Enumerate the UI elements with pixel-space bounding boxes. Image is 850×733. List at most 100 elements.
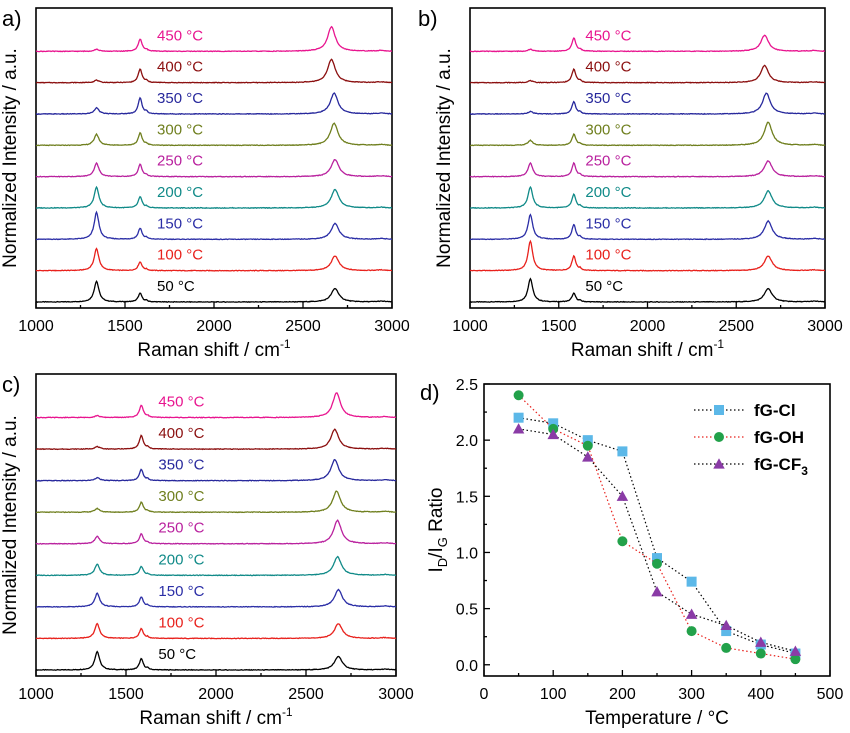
- spectrum-line: [35, 555, 396, 577]
- temperature-label: 150 °C: [157, 215, 203, 232]
- x-tick-label: 1000: [18, 686, 54, 703]
- temperature-label: 450 °C: [585, 27, 631, 44]
- data-point-triangle: [789, 645, 802, 656]
- data-point-square: [714, 405, 724, 415]
- x-tick-label: 2000: [196, 318, 232, 335]
- data-point-circle: [790, 654, 801, 665]
- spectrum-line: [35, 247, 393, 272]
- x-tick-label: 200: [609, 686, 636, 703]
- x-tick-label: 1000: [18, 318, 54, 335]
- temperature-label: 400 °C: [585, 59, 631, 76]
- panel-label: b): [418, 6, 438, 31]
- y-tick-label: 1.0: [456, 545, 478, 562]
- spectrum-line: [35, 92, 393, 116]
- data-point-square: [652, 553, 662, 564]
- temperature-label: 300 °C: [585, 121, 631, 138]
- data-point-triangle: [713, 458, 725, 469]
- x-tick-label: 400: [747, 686, 774, 703]
- x-axis-title: Temperature / °C: [585, 708, 729, 729]
- temperature-label: 50 °C: [158, 646, 196, 663]
- x-tick-label: 2500: [718, 318, 754, 335]
- spectrum-line: [36, 588, 396, 608]
- x-tick-label: 100: [540, 686, 567, 703]
- spectrum-line: [35, 279, 393, 304]
- y-axis-title: Normalized Intensity / a.u.: [0, 48, 21, 268]
- series-line: [518, 394, 796, 660]
- x-tick-label: 500: [817, 686, 844, 703]
- spectrum-line: [35, 392, 397, 419]
- spectrum-line: [35, 650, 397, 672]
- data-point-triangle: [547, 428, 559, 440]
- spectrum-line: [35, 185, 393, 209]
- spectrum-line: [35, 519, 397, 545]
- spectrum-line: [469, 277, 826, 304]
- x-tick-label: 3000: [374, 318, 410, 335]
- data-point-circle: [513, 390, 524, 401]
- y-axis-title: Normalized Intensity / a.u.: [434, 48, 455, 268]
- panel-label: d): [420, 380, 440, 405]
- x-tick-label: 1000: [452, 318, 488, 335]
- temperature-label: 300 °C: [158, 488, 204, 505]
- data-point-circle: [582, 440, 593, 451]
- temperature-label: 50 °C: [585, 278, 623, 295]
- x-tick-label: 2000: [198, 686, 234, 703]
- x-tick-label: 1500: [107, 318, 143, 335]
- raman-panel-a: 1000 1500 2000 2500 3000 Raman shift / cm-1 No…: [0, 6, 410, 361]
- temperature-label: 450 °C: [158, 394, 204, 411]
- plot-frame: [35, 7, 393, 309]
- data-point-triangle: [616, 490, 629, 501]
- x-axis-title: Raman shift / cm-1: [139, 705, 293, 729]
- plot-frame: [35, 373, 397, 677]
- spectrum-line: [469, 239, 826, 272]
- temperature-label: 450 °C: [157, 27, 203, 44]
- legend: fG-Cl fG-OH fG-CF3: [694, 401, 808, 478]
- data-point-circle: [755, 648, 766, 659]
- raman-panel-c: 1000 1500 2000 2500 3000 Raman shift / cm-1 No…: [0, 372, 414, 729]
- spectrum-line: [36, 58, 393, 84]
- data-point-square: [686, 576, 697, 587]
- spectrum-line: [469, 185, 826, 209]
- series-line: [518, 417, 796, 655]
- data-point-square: [513, 412, 524, 423]
- plot-frame: [469, 7, 826, 309]
- series-fg-cf: [512, 423, 802, 656]
- temperature-label: 350 °C: [158, 457, 204, 474]
- x-tick-label: 3000: [378, 686, 414, 703]
- temperature-label: 150 °C: [585, 215, 631, 232]
- series-fg-cl: [513, 412, 801, 659]
- spectrum-line: [35, 622, 397, 640]
- temperature-label: 100 °C: [157, 247, 203, 264]
- temperature-label: 400 °C: [158, 425, 204, 442]
- raman-panel-b: 1000 1500 2000 2500 3000 Raman shift / cm-1 No…: [418, 6, 843, 361]
- spectrum-line: [469, 213, 826, 241]
- temperature-label: 350 °C: [585, 90, 631, 107]
- temperature-label: 250 °C: [158, 520, 204, 537]
- data-point-circle: [652, 558, 662, 569]
- temperature-label: 100 °C: [585, 247, 631, 264]
- x-tick-label: 2500: [285, 318, 321, 335]
- x-axis-title: Raman shift / cm-1: [571, 337, 725, 361]
- x-tick-label: 3000: [807, 318, 843, 335]
- x-tick-label: 1500: [541, 318, 577, 335]
- data-point-triangle: [755, 636, 767, 647]
- panel-label: c): [2, 372, 20, 397]
- temperature-label: 200 °C: [158, 551, 204, 568]
- data-point-circle: [686, 626, 697, 637]
- data-point-triangle: [651, 586, 663, 597]
- panel-label: a): [2, 6, 22, 31]
- spectrum-line: [35, 458, 397, 482]
- temperature-label: 400 °C: [157, 59, 203, 76]
- data-point-circle: [617, 536, 628, 547]
- x-tick-label: 1500: [108, 686, 144, 703]
- temperature-label: 300 °C: [157, 121, 203, 138]
- spectrum-line: [469, 92, 826, 115]
- temperature-label: 200 °C: [585, 184, 631, 201]
- data-point-circle: [714, 432, 724, 442]
- spectrum-line: [36, 428, 397, 451]
- y-tick-label: 0.0: [456, 658, 478, 675]
- spectrum-line: [35, 210, 393, 241]
- data-point-triangle: [720, 619, 732, 631]
- data-point-triangle: [512, 423, 525, 434]
- spectrum-line: [35, 490, 397, 514]
- y-tick-label: 2.5: [456, 377, 478, 394]
